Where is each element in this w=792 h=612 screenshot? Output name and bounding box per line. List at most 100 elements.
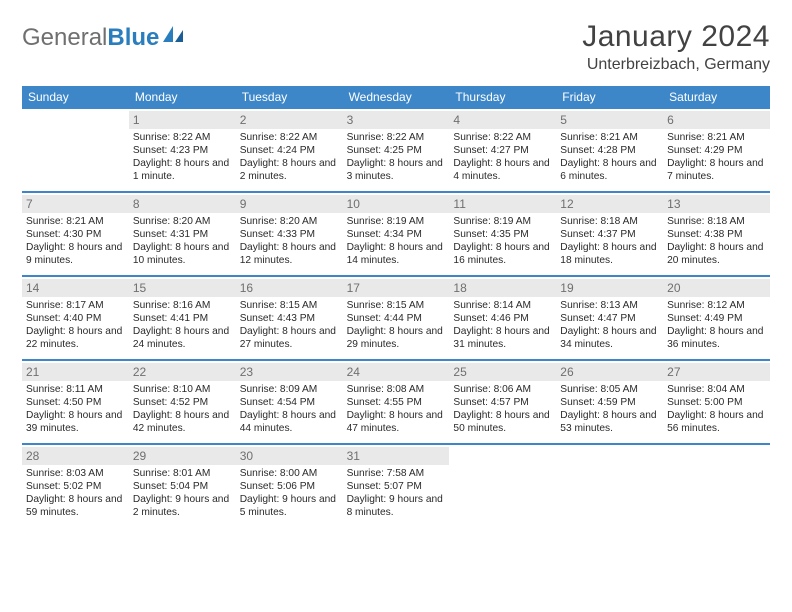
day-cell bbox=[663, 445, 770, 527]
daylight-text: Daylight: 8 hours and 12 minutes. bbox=[240, 241, 339, 267]
sunset-text: Sunset: 4:41 PM bbox=[133, 312, 232, 325]
sunrise-text: Sunrise: 8:21 AM bbox=[560, 131, 659, 144]
sunrise-text: Sunrise: 8:21 AM bbox=[667, 131, 766, 144]
day-details: Sunrise: 8:11 AMSunset: 4:50 PMDaylight:… bbox=[26, 383, 125, 435]
day-cell: 25Sunrise: 8:06 AMSunset: 4:57 PMDayligh… bbox=[449, 361, 556, 443]
day-details: Sunrise: 8:19 AMSunset: 4:35 PMDaylight:… bbox=[453, 215, 552, 267]
day-number: 6 bbox=[663, 111, 770, 129]
sunrise-text: Sunrise: 8:03 AM bbox=[26, 467, 125, 480]
day-details: Sunrise: 8:18 AMSunset: 4:38 PMDaylight:… bbox=[667, 215, 766, 267]
sunrise-text: Sunrise: 8:21 AM bbox=[26, 215, 125, 228]
sunrise-text: Sunrise: 8:09 AM bbox=[240, 383, 339, 396]
day-number: 5 bbox=[556, 111, 663, 129]
day-number: 1 bbox=[129, 111, 236, 129]
day-details: Sunrise: 8:06 AMSunset: 4:57 PMDaylight:… bbox=[453, 383, 552, 435]
day-number: 22 bbox=[129, 363, 236, 381]
sunset-text: Sunset: 4:54 PM bbox=[240, 396, 339, 409]
day-cell: 6Sunrise: 8:21 AMSunset: 4:29 PMDaylight… bbox=[663, 109, 770, 191]
day-details: Sunrise: 8:03 AMSunset: 5:02 PMDaylight:… bbox=[26, 467, 125, 519]
day-number: 9 bbox=[236, 195, 343, 213]
sunrise-text: Sunrise: 8:18 AM bbox=[560, 215, 659, 228]
daylight-text: Daylight: 8 hours and 22 minutes. bbox=[26, 325, 125, 351]
day-number: 16 bbox=[236, 279, 343, 297]
daylight-text: Daylight: 9 hours and 5 minutes. bbox=[240, 493, 339, 519]
sunrise-text: Sunrise: 8:01 AM bbox=[133, 467, 232, 480]
day-cell: 4Sunrise: 8:22 AMSunset: 4:27 PMDaylight… bbox=[449, 109, 556, 191]
day-number: 29 bbox=[129, 447, 236, 465]
day-cell: 3Sunrise: 8:22 AMSunset: 4:25 PMDaylight… bbox=[343, 109, 450, 191]
calendar-page: GeneralBlue January 2024 Unterbreizbach,… bbox=[0, 0, 792, 527]
day-cell: 24Sunrise: 8:08 AMSunset: 4:55 PMDayligh… bbox=[343, 361, 450, 443]
day-details: Sunrise: 8:10 AMSunset: 4:52 PMDaylight:… bbox=[133, 383, 232, 435]
day-number: 19 bbox=[556, 279, 663, 297]
sunrise-text: Sunrise: 8:12 AM bbox=[667, 299, 766, 312]
sunset-text: Sunset: 4:33 PM bbox=[240, 228, 339, 241]
day-cell bbox=[449, 445, 556, 527]
weekday-header: Friday bbox=[556, 86, 663, 109]
day-number bbox=[663, 447, 770, 465]
sunrise-text: Sunrise: 8:05 AM bbox=[560, 383, 659, 396]
day-cell: 23 Sunrise: 8:09 AMSunset: 4:54 PMDayligh… bbox=[236, 361, 343, 443]
day-number: 27 bbox=[663, 363, 770, 381]
day-number: 20 bbox=[663, 279, 770, 297]
day-details: Sunrise: 8:13 AMSunset: 4:47 PMDaylight:… bbox=[560, 299, 659, 351]
day-details: Sunrise: 8:12 AMSunset: 4:49 PMDaylight:… bbox=[667, 299, 766, 351]
daylight-text: Daylight: 8 hours and 36 minutes. bbox=[667, 325, 766, 351]
sunrise-text: Sunrise: 8:22 AM bbox=[453, 131, 552, 144]
sunrise-text: Sunrise: 8:22 AM bbox=[347, 131, 446, 144]
sunset-text: Sunset: 4:35 PM bbox=[453, 228, 552, 241]
weekday-header: Sunday bbox=[22, 86, 129, 109]
day-number bbox=[556, 447, 663, 465]
sunrise-text: Sunrise: 8:20 AM bbox=[133, 215, 232, 228]
week-row: 1 Sunrise: 8:22 AM Sunset: 4:23 PM Daylight… bbox=[22, 109, 770, 193]
day-cell: 14 Sunrise: 8:17 AMSunset: 4:40 PMDayligh… bbox=[22, 277, 129, 359]
sunset-text: Sunset: 4:34 PM bbox=[347, 228, 446, 241]
day-number: 4 bbox=[449, 111, 556, 129]
sunrise-text: Sunrise: 8:22 AM bbox=[240, 131, 339, 144]
sunrise-text: Sunrise: 8:19 AM bbox=[453, 215, 552, 228]
sunset-text: Sunset: 4:25 PM bbox=[347, 144, 446, 157]
day-number: 2 bbox=[236, 111, 343, 129]
daylight-text: Daylight: 8 hours and 31 minutes. bbox=[453, 325, 552, 351]
day-number: 11 bbox=[449, 195, 556, 213]
day-cell: 11 Sunrise: 8:19 AMSunset: 4:35 PMDayligh… bbox=[449, 193, 556, 275]
day-cell: 18Sunrise: 8:14 AMSunset: 4:46 PMDayligh… bbox=[449, 277, 556, 359]
daylight-text: Daylight: 8 hours and 7 minutes. bbox=[667, 157, 766, 183]
day-details: Sunrise: 8:19 AMSunset: 4:34 PMDaylight:… bbox=[347, 215, 446, 267]
day-cell: 10Sunrise: 8:19 AMSunset: 4:34 PMDayligh… bbox=[343, 193, 450, 275]
week-row: 7Sunrise: 8:21 AMSunset: 4:30 PMDaylight… bbox=[22, 193, 770, 277]
day-number: 14 bbox=[22, 279, 129, 297]
day-number: 24 bbox=[343, 363, 450, 381]
day-number: 15 bbox=[129, 279, 236, 297]
day-details: Sunrise: 8:05 AMSunset: 4:59 PMDaylight:… bbox=[560, 383, 659, 435]
brand-part2: Blue bbox=[107, 24, 159, 52]
day-details: Sunrise: 8:09 AMSunset: 4:54 PMDaylight:… bbox=[240, 383, 339, 435]
sunrise-text: Sunrise: 7:58 AM bbox=[347, 467, 446, 480]
day-number: 17 bbox=[343, 279, 450, 297]
day-details: Sunrise: 8:00 AMSunset: 5:06 PMDaylight:… bbox=[240, 467, 339, 519]
brand-part1: General bbox=[22, 24, 107, 52]
day-details: Sunrise: 8:15 AMSunset: 4:43 PMDaylight:… bbox=[240, 299, 339, 351]
day-details: Sunrise: 8:20 AMSunset: 4:33 PMDaylight:… bbox=[240, 215, 339, 267]
sunrise-text: Sunrise: 8:15 AM bbox=[347, 299, 446, 312]
day-cell: 19 Sunrise: 8:13 AMSunset: 4:47 PMDayligh… bbox=[556, 277, 663, 359]
daylight-text: Daylight: 8 hours and 44 minutes. bbox=[240, 409, 339, 435]
day-number bbox=[449, 447, 556, 465]
weeks-container: 1 Sunrise: 8:22 AM Sunset: 4:23 PM Daylight… bbox=[22, 109, 770, 527]
sunset-text: Sunset: 4:40 PM bbox=[26, 312, 125, 325]
day-details: Sunrise: 8:17 AMSunset: 4:40 PMDaylight:… bbox=[26, 299, 125, 351]
day-details: Sunrise: 8:14 AMSunset: 4:46 PMDaylight:… bbox=[453, 299, 552, 351]
day-number: 23 bbox=[236, 363, 343, 381]
sunrise-text: Sunrise: 8:15 AM bbox=[240, 299, 339, 312]
sunrise-text: Sunrise: 8:04 AM bbox=[667, 383, 766, 396]
weekday-header: Tuesday bbox=[236, 86, 343, 109]
day-number: 30 bbox=[236, 447, 343, 465]
weekday-header: Wednesday bbox=[343, 86, 450, 109]
daylight-text: Daylight: 8 hours and 10 minutes. bbox=[133, 241, 232, 267]
sunset-text: Sunset: 4:50 PM bbox=[26, 396, 125, 409]
sunrise-text: Sunrise: 8:18 AM bbox=[667, 215, 766, 228]
sunset-text: Sunset: 4:47 PM bbox=[560, 312, 659, 325]
weekday-header: Saturday bbox=[663, 86, 770, 109]
sunset-text: Sunset: 4:23 PM bbox=[133, 144, 232, 157]
sunset-text: Sunset: 4:44 PM bbox=[347, 312, 446, 325]
